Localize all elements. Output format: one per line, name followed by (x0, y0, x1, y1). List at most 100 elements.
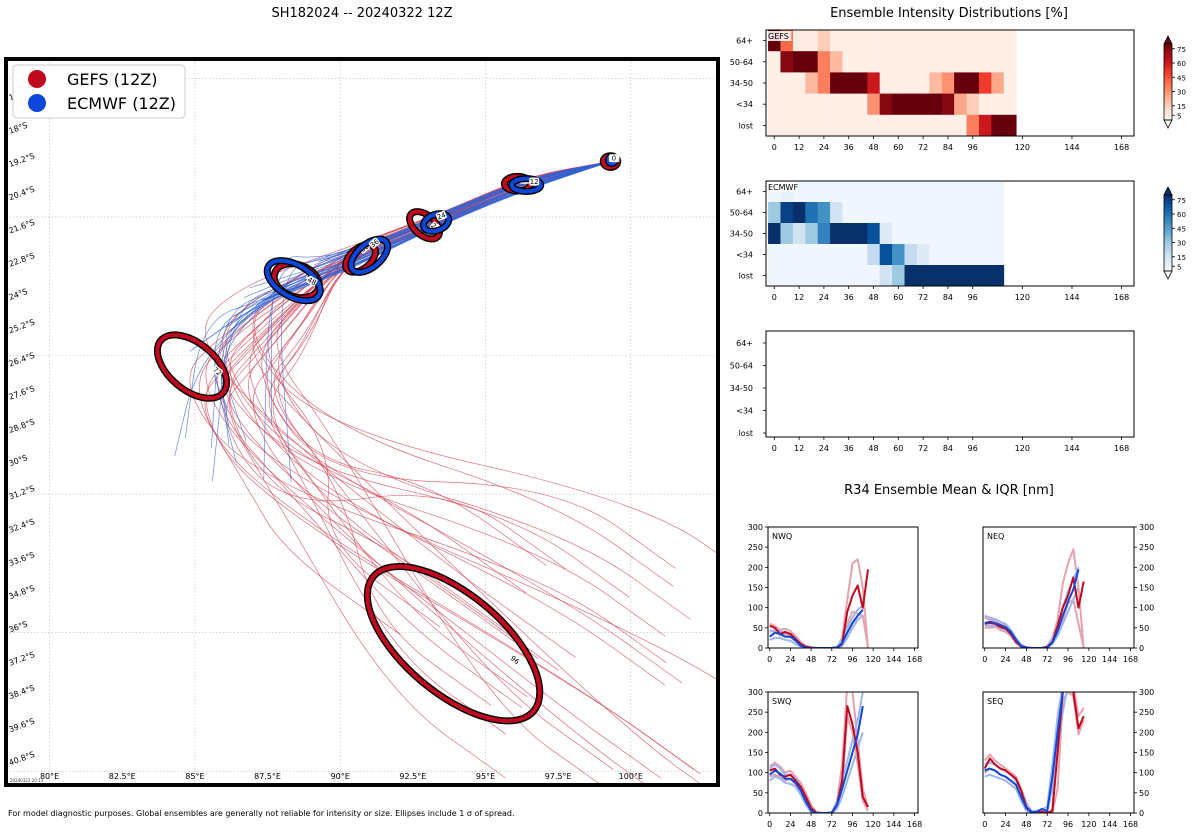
colorbar-frame (1163, 43, 1173, 121)
r34-ytick-label: 50 (753, 624, 763, 633)
heatmap-cell (805, 244, 819, 266)
r34-ytick-label: 50 (753, 789, 763, 798)
lon-tick-label: 80°E (40, 772, 59, 781)
colorbar-tick-label: 75 (1177, 197, 1186, 205)
colorbar-segment (1164, 258, 1172, 262)
heatmap-cell (879, 72, 893, 94)
heatmap-cell (954, 93, 967, 116)
colorbar-tick-label: 60 (1177, 60, 1186, 68)
heatmap-cell (830, 244, 843, 266)
r34-xtick-label: 0 (767, 820, 772, 829)
heatmap-cell (904, 72, 918, 94)
heatmap-cell (991, 51, 1005, 73)
r34-line-gefs (769, 569, 869, 648)
r34-line-ecmwf-iqr (984, 692, 1068, 813)
heatmap-cell (879, 93, 893, 116)
heatmap-cell (817, 223, 831, 245)
r34-ytick-label: 150 (1139, 749, 1154, 758)
heatmap-cell (780, 244, 794, 266)
heatmap-cell (842, 181, 856, 203)
heatmap-cell (830, 30, 843, 52)
heatmap-cell (768, 202, 781, 224)
heatmap-ytick-label: 64+ (736, 188, 753, 197)
heatmap-ytick-label: <34 (736, 407, 753, 416)
heatmap-cell (842, 265, 856, 287)
colorbar-segment (1164, 245, 1172, 250)
r34-line-ecmwf (984, 569, 1080, 648)
colorbar-extend-top (1163, 186, 1173, 196)
heatmap-cell (991, 244, 1005, 266)
heatmap-cell (929, 51, 943, 73)
heatmap-cell (892, 265, 905, 287)
heatmap-cell (792, 93, 806, 116)
r34-xtick-label: 72 (1042, 655, 1052, 664)
heatmap-cell (978, 181, 992, 203)
heatmap-label-bg (767, 31, 792, 41)
heatmap-cell (966, 30, 980, 52)
intensity-title: Ensemble Intensity Distributions [%] (830, 6, 1068, 21)
heatmap-cell (916, 202, 930, 224)
lon-tick-label: 95°E (476, 772, 495, 781)
heatmap-cell (879, 223, 893, 245)
r34-xtick-label: 96 (847, 655, 857, 664)
heatmap-label: GEFS (768, 32, 789, 41)
colorbar-segment (1164, 255, 1172, 259)
heatmap-cell (830, 93, 843, 116)
heatmap-cell (978, 93, 992, 116)
heatmap-cell (916, 30, 930, 52)
heatmap-cell (892, 181, 905, 203)
heatmap-cell (805, 202, 819, 224)
gefs-ellipse-72: 72 (153, 331, 231, 402)
r34-ytick-label: 150 (748, 584, 763, 593)
heatmap-ytick-label: <34 (736, 100, 753, 109)
r34-xtick-label: 120 (866, 820, 881, 829)
heatmap-cell (966, 202, 980, 224)
r34-xtick-label: 144 (886, 820, 901, 829)
colorbar-segment (1164, 66, 1172, 70)
heatmap-cell (817, 72, 831, 94)
r34-line-gefs-iqr (769, 558, 869, 648)
heatmap-cell (991, 181, 1005, 203)
r34-neq-panel: 0 50 100 150 200 250 300 0 24 48 72 96 120 144 168 NEQ (982, 523, 1154, 664)
r34-line-ecmwf (984, 692, 1064, 813)
r34-ytick-label: 0 (1139, 644, 1144, 653)
r34-ytick-label: 300 (748, 523, 763, 532)
heatmap-cell (768, 51, 781, 73)
heatmap-cell (941, 72, 955, 94)
r34-xtick-label: 24 (785, 655, 795, 664)
heatmap-cell (929, 265, 943, 287)
colorbar-segment (1164, 72, 1172, 77)
heatmap-cell (978, 72, 992, 94)
heatmap-cell (954, 51, 967, 73)
heatmap-xtick-label: 48 (868, 143, 878, 152)
heatmap-cell (792, 223, 806, 245)
heatmap-cell (941, 244, 955, 266)
gefs-ellipse-96: 96 (363, 563, 544, 725)
heatmap-ytick-label: lost (739, 429, 753, 438)
heatmap-xtick-label: 84 (943, 143, 953, 152)
heatmap-ytick-label: 34-50 (730, 79, 753, 88)
heatmap-cell (991, 265, 1005, 287)
heatmap-ytick-label: lost (739, 272, 753, 281)
colorbar-tick-label: 5 (1177, 263, 1181, 271)
colorbar-segment (1164, 229, 1172, 234)
heatmap-cell (768, 223, 781, 245)
heatmap-cell (916, 114, 930, 137)
r34-line-ecmwf-iqr (769, 731, 864, 813)
lon-tick-label: 90°E (331, 772, 350, 781)
heatmap-xtick-label: 120 (1015, 444, 1030, 453)
heatmap-cell (941, 181, 955, 203)
r34-ytick-label: 200 (748, 728, 763, 737)
heatmap-cell (929, 244, 943, 266)
colorbar-tick-label: 45 (1177, 225, 1186, 233)
ellipse-hour-label-bg (306, 275, 318, 287)
colorbar-segment (1164, 242, 1172, 247)
r34-ytick-label: 250 (748, 543, 763, 552)
heatmap-xtick-label: 72 (918, 143, 928, 152)
lon-tick-label: 85°E (185, 772, 204, 781)
colorbar-segment (1164, 78, 1172, 83)
r34-ytick-label: 50 (1139, 624, 1149, 633)
colorbar-extend-bottom (1163, 270, 1173, 280)
colorbar-segment (1164, 223, 1172, 228)
ellipse-body (421, 211, 451, 234)
